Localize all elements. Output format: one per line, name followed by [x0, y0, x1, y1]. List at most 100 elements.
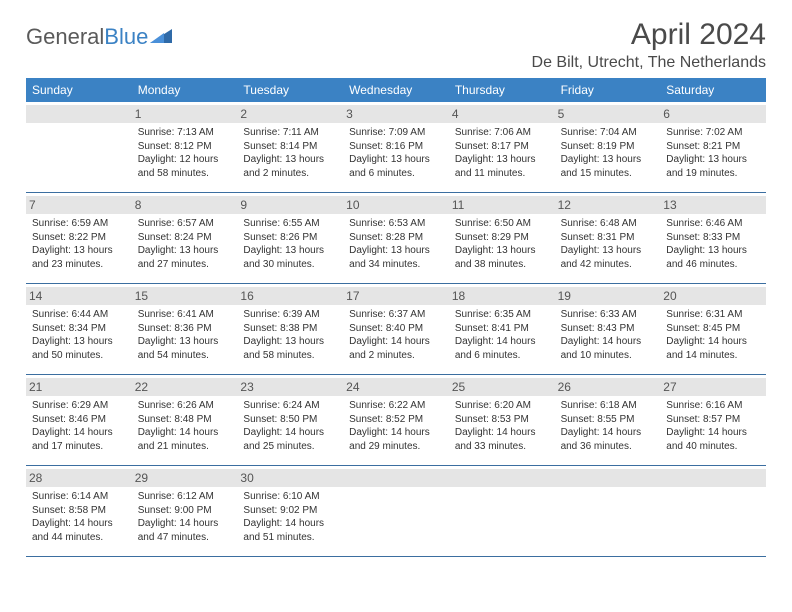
calendar-cell: 4 Sunrise: 7:06 AMSunset: 8:17 PMDaylight… [449, 102, 555, 192]
day-number: 25 [449, 378, 555, 396]
sunrise-text: Sunrise: 6:55 AM [243, 217, 337, 231]
daylight-text: Daylight: 13 hours and 30 minutes. [243, 244, 337, 271]
daylight-text: Daylight: 14 hours and 40 minutes. [666, 426, 760, 453]
sunrise-text: Sunrise: 6:53 AM [349, 217, 443, 231]
day-number: 11 [449, 196, 555, 214]
day-number: 13 [660, 196, 766, 214]
calendar-cell: 15Sunrise: 6:41 AMSunset: 8:36 PMDayligh… [132, 284, 238, 374]
day-number: 27 [660, 378, 766, 396]
calendar-week: 14Sunrise: 6:44 AMSunset: 8:34 PMDayligh… [26, 284, 766, 375]
calendar-cell: 7Sunrise: 6:59 AMSunset: 8:22 PMDaylight… [26, 193, 132, 283]
day-info: Sunrise: 6:37 AMSunset: 8:40 PMDaylight:… [349, 308, 443, 362]
logo: GeneralBlue [26, 24, 172, 50]
calendar-cell [449, 466, 555, 556]
daylight-text: Daylight: 14 hours and 17 minutes. [32, 426, 126, 453]
sunrise-text: Sunrise: 6:22 AM [349, 399, 443, 413]
sunrise-text: Sunrise: 6:16 AM [666, 399, 760, 413]
calendar-cell [555, 466, 661, 556]
daylight-text: Daylight: 13 hours and 38 minutes. [455, 244, 549, 271]
sunrise-text: Sunrise: 6:10 AM [243, 490, 337, 504]
sunrise-text: Sunrise: 6:37 AM [349, 308, 443, 322]
day-number: 30 [237, 469, 343, 487]
sunset-text: Sunset: 8:52 PM [349, 413, 443, 427]
day-info: Sunrise: 6:59 AMSunset: 8:22 PMDaylight:… [32, 217, 126, 271]
sunset-text: Sunset: 8:41 PM [455, 322, 549, 336]
daylight-text: Daylight: 13 hours and 23 minutes. [32, 244, 126, 271]
sunset-text: Sunset: 9:00 PM [138, 504, 232, 518]
day-number: 18 [449, 287, 555, 305]
day-number: 3 [343, 105, 449, 123]
day-number: 16 [237, 287, 343, 305]
sunrise-text: Sunrise: 7:04 AM [561, 126, 655, 140]
calendar-cell: 25Sunrise: 6:20 AMSunset: 8:53 PMDayligh… [449, 375, 555, 465]
day-number: 8 [132, 196, 238, 214]
location: De Bilt, Utrecht, The Netherlands [532, 54, 766, 72]
day-info: Sunrise: 7:11 AMSunset: 8:14 PMDaylight:… [243, 126, 337, 180]
daylight-text: Daylight: 14 hours and 21 minutes. [138, 426, 232, 453]
weekday-mon: Monday [132, 78, 238, 102]
day-info: Sunrise: 6:39 AMSunset: 8:38 PMDaylight:… [243, 308, 337, 362]
daylight-text: Daylight: 13 hours and 27 minutes. [138, 244, 232, 271]
empty-day [555, 469, 661, 487]
sunrise-text: Sunrise: 6:59 AM [32, 217, 126, 231]
day-info: Sunrise: 7:06 AMSunset: 8:17 PMDaylight:… [455, 126, 549, 180]
sunrise-text: Sunrise: 6:20 AM [455, 399, 549, 413]
sunset-text: Sunset: 8:45 PM [666, 322, 760, 336]
sunrise-text: Sunrise: 6:48 AM [561, 217, 655, 231]
calendar-week: 21Sunrise: 6:29 AMSunset: 8:46 PMDayligh… [26, 375, 766, 466]
sunrise-text: Sunrise: 6:12 AM [138, 490, 232, 504]
day-number: 12 [555, 196, 661, 214]
calendar-week: 7Sunrise: 6:59 AMSunset: 8:22 PMDaylight… [26, 193, 766, 284]
sunrise-text: Sunrise: 7:13 AM [138, 126, 232, 140]
daylight-text: Daylight: 13 hours and 11 minutes. [455, 153, 549, 180]
sunset-text: Sunset: 8:43 PM [561, 322, 655, 336]
calendar-cell [343, 466, 449, 556]
sunset-text: Sunset: 8:53 PM [455, 413, 549, 427]
weekday-tue: Tuesday [237, 78, 343, 102]
daylight-text: Daylight: 14 hours and 29 minutes. [349, 426, 443, 453]
daylight-text: Daylight: 13 hours and 58 minutes. [243, 335, 337, 362]
logo-text-gray: General [26, 24, 104, 49]
sunrise-text: Sunrise: 6:39 AM [243, 308, 337, 322]
sunset-text: Sunset: 8:55 PM [561, 413, 655, 427]
sunrise-text: Sunrise: 7:09 AM [349, 126, 443, 140]
sunset-text: Sunset: 8:38 PM [243, 322, 337, 336]
sunset-text: Sunset: 8:29 PM [455, 231, 549, 245]
sunrise-text: Sunrise: 7:11 AM [243, 126, 337, 140]
weekday-thu: Thursday [449, 78, 555, 102]
daylight-text: Daylight: 14 hours and 44 minutes. [32, 517, 126, 544]
sunset-text: Sunset: 8:12 PM [138, 140, 232, 154]
day-info: Sunrise: 6:10 AMSunset: 9:02 PMDaylight:… [243, 490, 337, 544]
day-info: Sunrise: 7:02 AMSunset: 8:21 PMDaylight:… [666, 126, 760, 180]
day-info: Sunrise: 6:24 AMSunset: 8:50 PMDaylight:… [243, 399, 337, 453]
day-info: Sunrise: 6:57 AMSunset: 8:24 PMDaylight:… [138, 217, 232, 271]
daylight-text: Daylight: 13 hours and 19 minutes. [666, 153, 760, 180]
calendar-cell: 28Sunrise: 6:14 AMSunset: 8:58 PMDayligh… [26, 466, 132, 556]
sunset-text: Sunset: 8:21 PM [666, 140, 760, 154]
day-info: Sunrise: 7:09 AMSunset: 8:16 PMDaylight:… [349, 126, 443, 180]
day-info: Sunrise: 6:16 AMSunset: 8:57 PMDaylight:… [666, 399, 760, 453]
day-info: Sunrise: 6:12 AMSunset: 9:00 PMDaylight:… [138, 490, 232, 544]
day-info: Sunrise: 6:33 AMSunset: 8:43 PMDaylight:… [561, 308, 655, 362]
title-block: April 2024 De Bilt, Utrecht, The Netherl… [532, 18, 766, 72]
calendar-cell: 2Sunrise: 7:11 AMSunset: 8:14 PMDaylight… [237, 102, 343, 192]
calendar-cell [660, 466, 766, 556]
day-number: 9 [237, 196, 343, 214]
calendar-cell: 9Sunrise: 6:55 AMSunset: 8:26 PMDaylight… [237, 193, 343, 283]
calendar-cell: 29 Sunrise: 6:12 AMSunset: 9:00 PMDayligh… [132, 466, 238, 556]
weekday-fri: Friday [555, 78, 661, 102]
day-number: 4 [449, 105, 555, 123]
sunrise-text: Sunrise: 6:57 AM [138, 217, 232, 231]
day-info: Sunrise: 6:41 AMSunset: 8:36 PMDaylight:… [138, 308, 232, 362]
sunset-text: Sunset: 8:14 PM [243, 140, 337, 154]
weekday-header: Sunday Monday Tuesday Wednesday Thursday… [26, 78, 766, 102]
day-number: 21 [26, 378, 132, 396]
day-info: Sunrise: 6:26 AMSunset: 8:48 PMDaylight:… [138, 399, 232, 453]
calendar-cell: 12Sunrise: 6:48 AMSunset: 8:31 PMDayligh… [555, 193, 661, 283]
sunset-text: Sunset: 8:22 PM [32, 231, 126, 245]
day-number: 29 [132, 469, 238, 487]
day-number: 22 [132, 378, 238, 396]
calendar-cell: 16 Sunrise: 6:39 AMSunset: 8:38 PMDayligh… [237, 284, 343, 374]
empty-day [660, 469, 766, 487]
logo-text: GeneralBlue [26, 24, 148, 50]
